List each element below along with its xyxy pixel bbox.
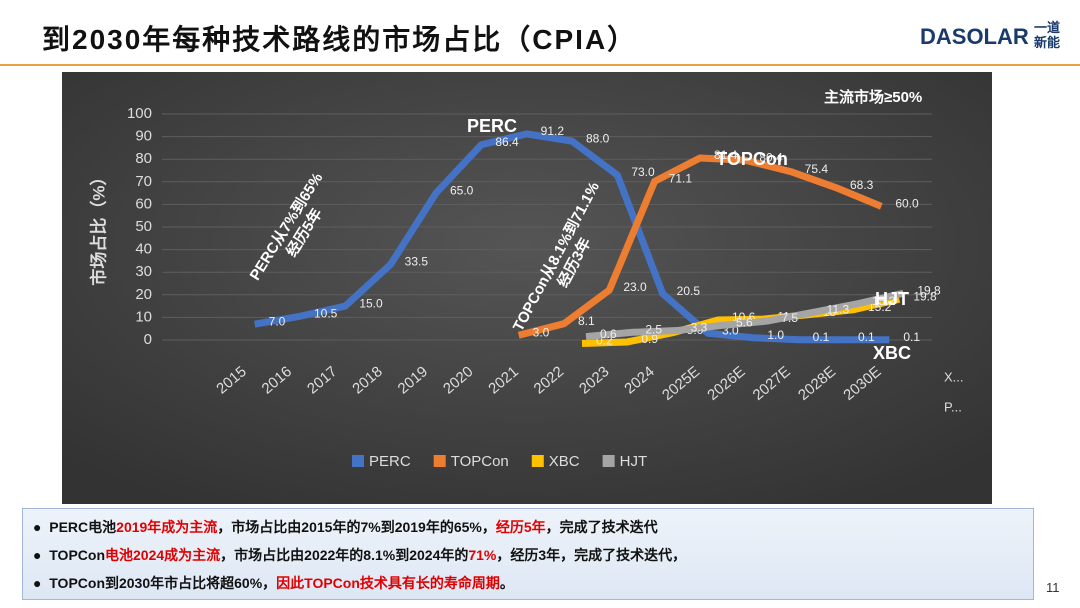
y-tick-label: 40 [135,241,152,258]
bullet-text: ，经历3年，完成了技术迭代， [496,547,687,563]
data-label: 65.0 [450,183,474,197]
bullet-text: 71% [468,547,497,563]
logo: DASOLAR [920,24,1029,49]
legend-swatch [531,455,544,467]
data-label: 86.4 [495,135,519,149]
bullet-dot: ● [33,519,50,535]
y-tick-label: 30 [135,263,152,280]
bullet-text: TOPCon [49,547,105,563]
series-line [254,130,890,344]
legend-swatch [433,455,446,467]
data-label: 7.0 [269,314,286,328]
bullet: ● TOPCon到2030年市占比将超60%，因此TOPCon技术具有长的寿命周… [33,569,1033,597]
legend-label: TOPCon [451,453,509,470]
data-label: 10.5 [314,306,338,320]
page-number: 11 [1046,580,1060,595]
y-tick-label: 70 [135,173,152,190]
series-name-label: PERC [467,116,517,136]
y-axis-label: 市场占比（%） [88,168,108,285]
legend-label: HJT [620,453,648,470]
data-label: 0.6 [600,327,617,341]
data-label: 73.0 [631,165,655,179]
data-label: 15.2 [872,294,896,308]
bullet-box: ● PERC电池2019年成为主流，市场占比由2015年的7%到2019年的65… [22,508,1034,600]
data-label: 19.8 [913,289,937,303]
bullet: ● TOPCon电池2024成为主流，市场占比由2022年的8.1%到2024年… [33,541,1033,569]
data-label: 20.5 [677,284,701,298]
data-label: 80.4 [759,150,783,164]
data-label: 3.3 [691,321,708,335]
data-label: 60.0 [895,197,919,211]
bullet: ● PERC电池2019年成为主流，市场占比由2015年的7%到2019年的65… [33,513,1033,541]
series-name-label: HJT [875,289,909,309]
data-label: 81.4 [714,148,738,162]
y-tick-label: 20 [135,286,152,303]
data-label: 15.0 [359,296,383,310]
data-label: 3.0 [533,325,550,339]
bullet-text: 电池2024成为主流 [105,547,221,563]
data-label: 2.5 [645,323,662,337]
data-label: 0.9 [641,332,658,346]
data-label: 71.1 [669,171,693,185]
depth-label: X... [944,369,964,384]
y-tick-label: 60 [135,195,152,212]
data-label: 91.2 [541,124,565,138]
y-tick-label: 100 [127,105,152,122]
data-label: 23.0 [623,280,647,294]
data-label: 8.1 [578,314,595,328]
y-tick-label: 50 [135,218,152,235]
data-label: 88.0 [586,131,610,145]
slide-title: 到2030年每种技术路线的市场占比（CPIA） [42,24,638,55]
y-tick-label: 80 [135,150,152,167]
bullet-text: ，市场占比由2015年的7%到2019年的65%， [217,519,496,535]
series-line [585,289,905,341]
bullet-text: 2019年成为主流 [116,519,218,535]
y-tick-label: 0 [144,331,152,348]
bullet-dot: ● [33,547,50,563]
data-label: 0.1 [903,330,920,344]
data-label: 11.3 [827,303,850,317]
legend-swatch [602,455,615,467]
legend-label: PERC [369,453,411,470]
legend-label: XBC [549,453,580,470]
annotation: 主流市场≥50% [824,88,922,106]
logo-cn-line: 一道 [1034,20,1061,35]
y-tick-label: 90 [135,128,152,145]
title-rule [0,64,1080,66]
data-label: 0.1 [858,330,875,344]
chart-background [62,72,992,504]
data-label: 68.3 [850,178,874,192]
bullet-text: ，完成了技术迭代 [545,519,658,535]
bullet-text: 经历5年 [495,519,546,535]
data-label: 33.5 [405,254,429,268]
bullet-text: ，市场占比由2022年的8.1%到2024年的 [220,547,469,563]
legend-swatch [352,455,364,467]
series-line [517,154,883,339]
series-line [581,295,901,348]
data-label: 19.8 [917,283,941,297]
data-label: 5.6 [736,316,753,330]
bullet-text: 因此TOPCon技术具有长的寿命周期 [276,575,500,591]
depth-label: P... [944,399,962,414]
y-tick-label: 10 [135,308,152,325]
data-label: 75.4 [805,162,829,176]
series-name-label: TOPCon [716,149,788,169]
data-label: 1.0 [767,328,784,342]
bullet-text: 。 [499,575,514,591]
bullet-dot: ● [33,575,50,591]
logo-cn-line: 新能 [1034,35,1061,50]
data-label: 7.5 [781,311,798,325]
data-label: 0.1 [813,330,830,344]
bullet-text: PERC电池 [49,519,117,535]
logo-cn: 一道 新能 [1034,20,1060,50]
series-name-label: XBC [873,343,911,363]
bullet-text: TOPCon到2030年市占比将超60%， [49,575,277,591]
